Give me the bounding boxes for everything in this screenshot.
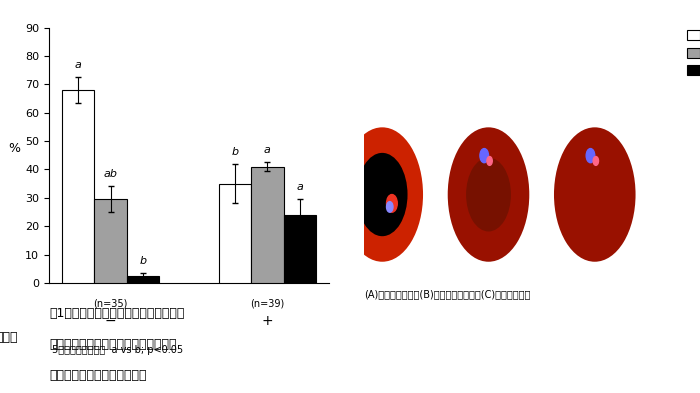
Bar: [251, 167, 284, 283]
Circle shape: [593, 156, 598, 165]
Circle shape: [554, 127, 636, 262]
Text: (n=35): (n=35): [93, 299, 128, 309]
Text: 加がウシ体外成熟卵子の活性型ミトコ: 加がウシ体外成熟卵子の活性型ミトコ: [49, 338, 176, 351]
Text: b: b: [231, 147, 239, 157]
Bar: [127, 276, 160, 283]
Text: a: a: [297, 182, 303, 192]
Bar: [94, 199, 127, 283]
Bar: [218, 184, 251, 283]
Circle shape: [386, 195, 398, 212]
Circle shape: [357, 153, 407, 236]
Text: A: A: [344, 134, 352, 143]
Text: 5回反復による試験  a vs b; p<0.05: 5回反復による試験 a vs b; p<0.05: [52, 345, 183, 355]
Text: b: b: [139, 256, 147, 266]
Text: B: B: [450, 134, 459, 143]
Circle shape: [480, 149, 489, 163]
Circle shape: [466, 158, 511, 231]
Text: a: a: [75, 60, 81, 70]
Text: a: a: [264, 145, 271, 155]
Text: (n=39): (n=39): [251, 299, 285, 309]
Text: 図1．　体外成熟培地へのウシ卵胞液添: 図1． 体外成熟培地へのウシ卵胞液添: [49, 307, 184, 320]
Circle shape: [386, 202, 393, 212]
Bar: [284, 215, 316, 283]
Y-axis label: %: %: [8, 142, 20, 155]
Text: −: −: [105, 314, 116, 328]
Bar: [62, 90, 94, 283]
Text: ab: ab: [104, 169, 118, 179]
Circle shape: [342, 127, 423, 262]
Text: ンドリアの分布に及ぼす影響: ンドリアの分布に及ぼす影響: [49, 369, 146, 382]
Text: (A)周辺部に分布　(B)半周辺部に剖布　(C)　全体に分布: (A)周辺部に分布 (B)半周辺部に剖布 (C) 全体に分布: [364, 289, 531, 299]
Legend: 周辺部に分布, 半周辺部に分布, 全体に分布: 周辺部に分布, 半周辺部に分布, 全体に分布: [685, 28, 700, 78]
Text: +: +: [262, 314, 273, 328]
Circle shape: [448, 127, 529, 262]
Text: 卵胞液: 卵胞液: [0, 331, 18, 344]
Text: C: C: [556, 134, 564, 143]
Circle shape: [487, 156, 492, 165]
Circle shape: [586, 149, 595, 163]
